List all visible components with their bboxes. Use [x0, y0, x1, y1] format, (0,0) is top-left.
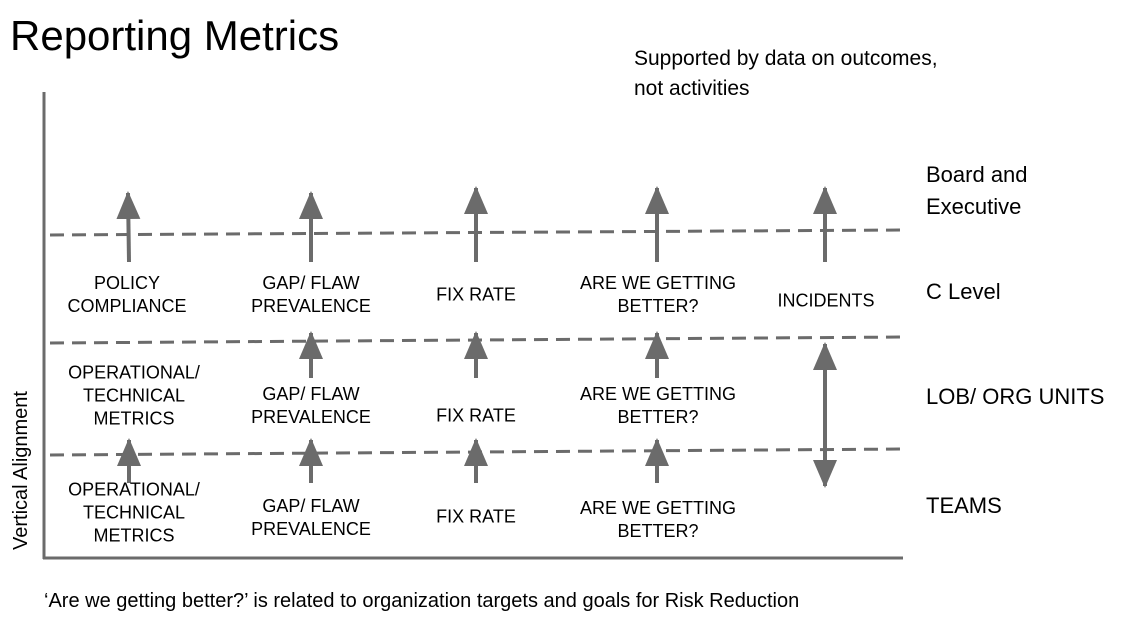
level-board-line-2: Executive: [926, 194, 1022, 219]
metric-line: ARE WE GETTING: [579, 273, 737, 293]
metric-c-level-incidents: INCIDENTS: [777, 290, 874, 313]
page-title: Reporting Metrics: [10, 12, 340, 59]
metric-line: METRICS: [93, 408, 175, 429]
metric-line: PREVALENCE: [251, 296, 371, 316]
metric-line: TECHNICAL: [82, 502, 186, 523]
metric-line: ARE WE GETTING: [579, 384, 737, 404]
metric-c-level-are-we-getting-better: ARE WE GETTING BETTER?: [580, 272, 736, 318]
level-board-line-1: Board and: [926, 162, 1028, 187]
metric-lob-gap-flaw-prevalence: GAP/ FLAW PREVALENCE: [251, 383, 371, 429]
metric-line: GAP/ FLAW: [262, 384, 360, 404]
metric-c-level-fix-rate: FIX RATE: [436, 284, 516, 307]
level-board-executive: Board and Executive: [926, 159, 1028, 223]
metric-line: BETTER?: [617, 407, 699, 427]
footer-note: ‘Are we getting better?’ is related to o…: [44, 590, 800, 612]
metric-line: COMPLIANCE: [67, 296, 187, 316]
metric-lob-are-we-getting-better: ARE WE GETTING BETTER?: [580, 383, 736, 429]
metric-line: FIX RATE: [436, 405, 516, 426]
metric-line: ARE WE GETTING: [579, 498, 737, 518]
outcomes-note-line-1: Supported by data on outcomes,: [634, 47, 938, 70]
metric-c-level-gap-flaw-prevalence: GAP/ FLAW PREVALENCE: [251, 272, 371, 318]
outcomes-note: Supported by data on outcomes, not activ…: [634, 44, 938, 104]
level-c-level: C Level: [926, 279, 1001, 304]
arrow-up-icon: [116, 191, 141, 263]
metric-teams-gap-flaw-prevalence: GAP/ FLAW PREVALENCE: [251, 495, 371, 541]
metric-c-level-policy-compliance: POLICY COMPLIANCE: [67, 272, 186, 318]
outcomes-note-line-2: not activities: [634, 77, 750, 100]
metric-line: GAP/ FLAW: [262, 496, 360, 516]
metric-teams-are-we-getting-better: ARE WE GETTING BETTER?: [580, 497, 736, 543]
level-teams: TEAMS: [926, 493, 1002, 518]
metric-teams-fix-rate: FIX RATE: [436, 506, 516, 529]
metric-line: PREVALENCE: [251, 407, 371, 427]
metric-lob-operational-technical: OPERATIONAL/ TECHNICAL METRICS: [68, 362, 200, 431]
metric-teams-operational-technical: OPERATIONAL/ TECHNICAL METRICS: [68, 479, 200, 548]
metric-line: BETTER?: [617, 296, 699, 316]
metric-line: GAP/ FLAW: [262, 273, 360, 293]
metric-line: TECHNICAL: [82, 385, 186, 406]
metric-line: BETTER?: [617, 521, 699, 541]
metric-line: METRICS: [93, 525, 175, 546]
metric-lob-fix-rate: FIX RATE: [436, 405, 516, 428]
metric-line: INCIDENTS: [777, 290, 875, 311]
metric-line: PREVALENCE: [251, 519, 371, 539]
level-lob-org-units: LOB/ ORG UNITS: [926, 384, 1105, 409]
metric-line: OPERATIONAL/: [68, 479, 200, 500]
metric-line: FIX RATE: [436, 284, 516, 305]
metric-line: OPERATIONAL/: [68, 362, 200, 383]
metric-line: FIX RATE: [436, 506, 516, 527]
metric-line: POLICY: [93, 273, 161, 293]
